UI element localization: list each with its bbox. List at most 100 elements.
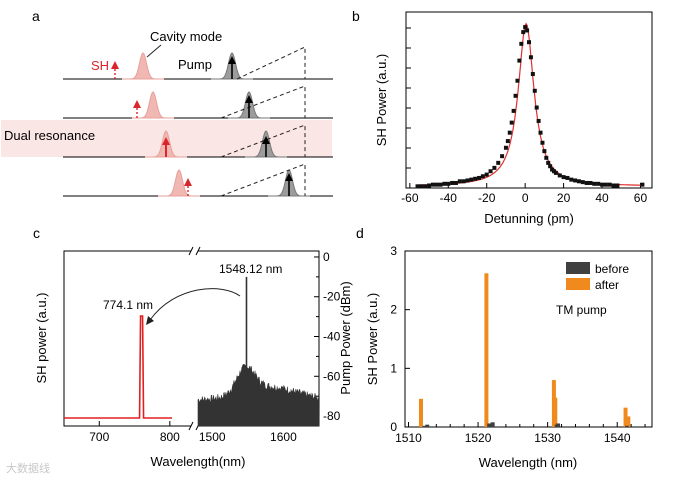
data-point: [544, 155, 549, 160]
data-point: [519, 41, 524, 46]
tm-pump-annotation: TM pump: [556, 303, 607, 317]
plot-d-xtick-label: 1530: [534, 431, 561, 445]
plot-b-yticks: [406, 27, 411, 169]
data-point: [469, 177, 474, 182]
plot-c-xtick-label: 800: [160, 430, 180, 444]
panel-b: b -60 -40 -20 0 20 40 60 Detunning (pm) SH Pow…: [352, 8, 653, 226]
plot-c-ylabel-left: SH power (a.u.): [34, 292, 49, 383]
plot-d-ylabel: SH Power (a.u.): [365, 293, 380, 385]
panel-d: d 1510 1520 1530 1540 0 1 2 3 before after TM p…: [356, 225, 653, 470]
data-point: [453, 180, 458, 185]
sh-arrowhead: [111, 61, 119, 69]
data-point: [573, 178, 578, 183]
sh-peak-label: 774.1 nm: [103, 298, 153, 312]
data-point: [534, 105, 539, 110]
data-point: [576, 179, 581, 184]
plot-d-ytick-label: 0: [390, 420, 397, 434]
pump-sweep-ramp: [220, 85, 306, 119]
sh-arrowhead: [184, 178, 192, 186]
plot-c-ytick-label: -40: [323, 330, 341, 344]
cavity-mode-pointer: [146, 44, 162, 58]
pump-arrowhead: [262, 136, 270, 144]
sh-cavity-mode-peak: [132, 91, 174, 119]
data-point: [477, 175, 482, 180]
bar-after: [553, 397, 558, 427]
pump-arrowhead: [228, 56, 236, 64]
data-point: [450, 180, 455, 185]
plot-b-xtick-label: 40: [595, 191, 609, 205]
pump-peak-label: 1548.12 nm: [219, 262, 282, 276]
data-point: [615, 183, 620, 188]
panel-a: a Cavity mode Pump SH Dual resonance: [1, 8, 333, 197]
data-point: [600, 182, 605, 187]
data-point: [461, 179, 466, 184]
plot-d-bars: [419, 273, 631, 427]
data-point: [603, 182, 608, 187]
data-point: [557, 173, 562, 178]
data-point: [536, 118, 541, 123]
watermark: 大数据线: [6, 462, 50, 475]
pump-arrowhead: [245, 95, 253, 103]
data-point: [419, 184, 424, 189]
dual-resonance-label: Dual resonance: [4, 128, 95, 143]
plot-b-xtick-label: 0: [522, 191, 529, 205]
pump-label: Pump: [178, 57, 212, 72]
data-point: [569, 177, 574, 182]
sh-arrowhead: [133, 100, 141, 108]
data-point: [473, 176, 478, 181]
plot-d-ytick-label: 3: [390, 244, 397, 258]
pump-arrowhead: [285, 173, 293, 181]
sh-label: SH: [91, 58, 109, 73]
data-point: [542, 149, 547, 154]
data-point: [580, 180, 585, 185]
bar-after: [484, 273, 489, 427]
plot-d-xlabel: Wavelength (nm): [479, 455, 578, 470]
data-point: [532, 88, 537, 93]
mode-rows: [63, 46, 333, 197]
data-point: [513, 93, 518, 98]
conversion-arrow: [149, 288, 241, 321]
bar-before: [490, 422, 495, 427]
data-point: [488, 169, 493, 174]
lorentzian-fit-curve: [417, 22, 645, 186]
cavity-mode-label: Cavity mode: [150, 29, 222, 44]
data-point: [507, 130, 512, 135]
data-point: [500, 154, 505, 159]
bar-before: [422, 425, 427, 427]
data-point: [517, 58, 522, 63]
data-point: [596, 181, 601, 186]
plot-b-xtick-label: 60: [634, 191, 648, 205]
data-point: [588, 180, 593, 185]
data-point: [521, 30, 526, 35]
data-point: [611, 183, 616, 188]
data-point: [492, 165, 497, 170]
bar-after: [626, 416, 631, 427]
plot-d-xtick-label: 1510: [395, 431, 422, 445]
data-point: [528, 55, 533, 60]
data-point: [480, 174, 485, 179]
data-point: [584, 180, 589, 185]
data-point: [457, 179, 462, 184]
data-point: [515, 78, 520, 83]
data-point: [496, 160, 501, 165]
pump-spectrum: [197, 364, 320, 427]
data-point: [509, 120, 514, 125]
sh-cavity-mode-peak: [158, 169, 200, 197]
plot-c-ticks: 700 800 1500 1600 0 -20 -40 -60 -80: [89, 250, 340, 444]
plot-d-xtick-label: 1520: [465, 431, 492, 445]
plot-c-ylabel-right: Pump Power (dBm): [338, 281, 353, 394]
data-point: [484, 172, 489, 177]
data-point: [511, 108, 516, 113]
legend-label-before: before: [595, 262, 629, 276]
pump-sweep-ramp: [220, 124, 306, 158]
sh-cavity-mode-peak: [122, 52, 164, 80]
sh-spectrum: [64, 315, 172, 419]
plot-d-ticks: 1510 1520 1530 1540 0 1 2 3: [390, 244, 646, 445]
bar-before: [487, 423, 492, 427]
plot-c-xtick-label: 1600: [270, 430, 297, 444]
panel-a-label: a: [32, 8, 40, 24]
data-point: [430, 182, 435, 187]
data-point: [561, 175, 566, 180]
plot-b-ylabel: SH Power (a.u.): [374, 54, 389, 146]
